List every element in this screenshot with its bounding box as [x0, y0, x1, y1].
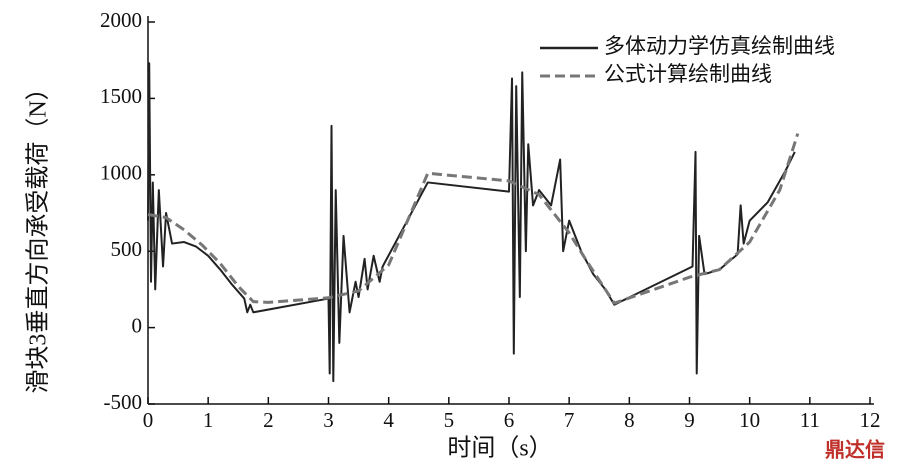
watermark: 鼎达信	[825, 438, 885, 462]
y-tick-label: 1000	[100, 161, 142, 185]
y-tick-label: -500	[104, 390, 143, 414]
x-tick-label: 0	[143, 408, 154, 432]
x-tick-label: 7	[564, 408, 575, 432]
x-tick-label: 2	[263, 408, 274, 432]
y-tick-label: 0	[132, 313, 143, 337]
x-tick-label: 3	[323, 408, 334, 432]
x-tick-label: 4	[383, 408, 394, 432]
y-axis-label: 滑块3垂直方向承受载荷（N）	[25, 76, 52, 393]
y-tick-label: 1500	[100, 84, 142, 108]
series-line	[147, 62, 796, 383]
x-tick-label: 12	[860, 408, 881, 432]
x-tick-label: 5	[444, 408, 455, 432]
x-tick-label: 11	[800, 408, 820, 432]
x-tick-label: 8	[624, 408, 635, 432]
y-tick-label: 2000	[100, 8, 142, 32]
series-line	[147, 133, 800, 305]
x-tick-label: 9	[684, 408, 695, 432]
x-tick-label: 10	[739, 408, 760, 432]
x-axis-label: 时间（s）	[447, 435, 552, 462]
x-tick-label: 1	[203, 408, 214, 432]
y-tick-label: 500	[111, 237, 143, 261]
legend-label: 公式计算绘制曲线	[604, 62, 772, 86]
legend-label: 多体动力学仿真绘制曲线	[604, 34, 835, 58]
x-tick-label: 6	[504, 408, 515, 432]
